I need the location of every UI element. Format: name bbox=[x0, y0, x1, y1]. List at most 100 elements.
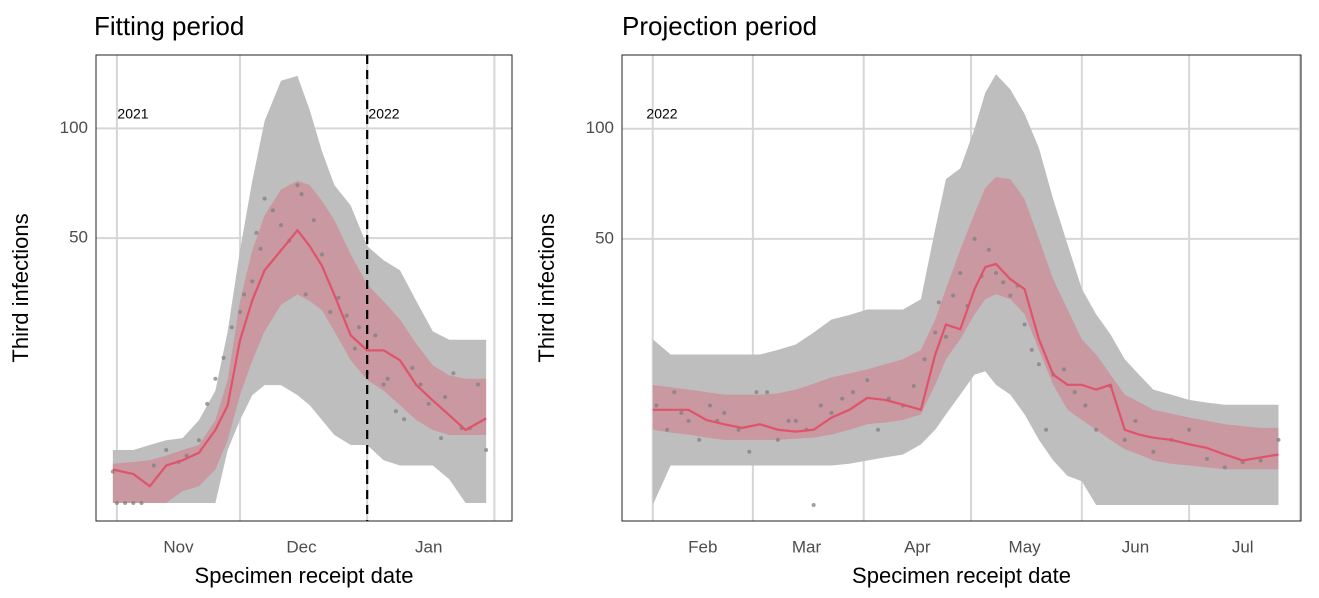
data-point bbox=[1276, 437, 1281, 442]
data-point bbox=[775, 437, 780, 442]
data-point bbox=[654, 403, 659, 408]
y-tick-label: 50 bbox=[595, 228, 614, 247]
mean-line bbox=[652, 262, 1279, 462]
data-point bbox=[994, 271, 999, 276]
x-axis-label: Specimen receipt date bbox=[195, 563, 414, 588]
data-point bbox=[697, 437, 702, 442]
x-tick-label: Jul bbox=[1232, 537, 1254, 556]
data-point bbox=[221, 355, 226, 360]
x-tick-label: May bbox=[1009, 537, 1042, 556]
x-tick-label: Apr bbox=[904, 537, 931, 556]
data-point bbox=[373, 333, 378, 338]
data-point bbox=[679, 410, 684, 415]
data-point bbox=[754, 390, 759, 395]
data-point bbox=[164, 448, 169, 453]
x-tick-label: Feb bbox=[688, 537, 717, 556]
data-point bbox=[707, 403, 712, 408]
data-point bbox=[250, 279, 255, 284]
data-point bbox=[320, 252, 325, 257]
data-point bbox=[1029, 347, 1034, 352]
data-point bbox=[840, 396, 845, 401]
data-point bbox=[311, 218, 316, 223]
data-point bbox=[475, 382, 480, 387]
data-point bbox=[911, 384, 916, 389]
data-point bbox=[1044, 427, 1049, 432]
data-point bbox=[393, 409, 398, 414]
x-tick-label: Dec bbox=[286, 537, 317, 556]
data-point bbox=[943, 334, 948, 339]
y-tick-label: 100 bbox=[60, 118, 88, 137]
data-point bbox=[205, 401, 210, 406]
data-point bbox=[986, 247, 991, 252]
data-point bbox=[1008, 293, 1013, 298]
data-point bbox=[303, 292, 308, 297]
data-point bbox=[722, 410, 727, 415]
y-axis-label: Third infections bbox=[534, 213, 559, 362]
data-point bbox=[1133, 418, 1138, 423]
data-point bbox=[818, 403, 823, 408]
y-tick-label: 50 bbox=[69, 228, 88, 247]
interval-band bbox=[112, 75, 487, 504]
data-point bbox=[1083, 403, 1088, 408]
data-point bbox=[254, 230, 259, 235]
interval-band bbox=[652, 74, 1279, 505]
data-point bbox=[426, 401, 431, 406]
chart-title: Projection period bbox=[622, 11, 817, 41]
data-point bbox=[123, 501, 128, 505]
data-point bbox=[299, 192, 304, 197]
data-point bbox=[139, 501, 144, 505]
data-point bbox=[402, 417, 407, 422]
x-tick-label: Nov bbox=[163, 537, 194, 556]
data-point bbox=[410, 365, 415, 370]
data-point bbox=[443, 395, 448, 400]
data-point bbox=[922, 357, 927, 362]
data-point bbox=[451, 371, 456, 376]
data-point bbox=[747, 449, 752, 454]
mean-line bbox=[112, 228, 487, 488]
data-point bbox=[1061, 367, 1066, 372]
data-point bbox=[1222, 465, 1227, 470]
x-axis-label: Specimen receipt date bbox=[852, 563, 1071, 588]
year-annotation: 2022 bbox=[368, 106, 399, 122]
data-point bbox=[876, 427, 881, 432]
data-point bbox=[439, 436, 444, 441]
x-tick-label: Jun bbox=[1122, 537, 1149, 556]
data-point bbox=[151, 463, 156, 468]
panel-border bbox=[95, 54, 513, 522]
data-point bbox=[1094, 427, 1099, 432]
y-axis-label: Third infections bbox=[8, 213, 33, 362]
data-point bbox=[352, 346, 357, 351]
year-annotation: 2022 bbox=[646, 106, 677, 122]
data-point bbox=[381, 382, 386, 387]
x-tick-label: Jan bbox=[415, 537, 442, 556]
data-point bbox=[972, 236, 977, 241]
data-point bbox=[1204, 456, 1209, 461]
data-point bbox=[1151, 449, 1156, 454]
data-point bbox=[765, 390, 770, 395]
data-point bbox=[270, 208, 275, 213]
data-point bbox=[736, 427, 741, 432]
data-point bbox=[356, 325, 361, 330]
data-point bbox=[242, 292, 247, 297]
data-point bbox=[1258, 458, 1263, 463]
data-point bbox=[336, 295, 341, 300]
data-point bbox=[196, 438, 201, 443]
year-annotation: 2021 bbox=[117, 106, 148, 122]
data-point bbox=[238, 309, 242, 314]
data-point bbox=[672, 390, 677, 395]
data-point bbox=[344, 313, 349, 318]
data-point bbox=[1122, 437, 1127, 442]
data-point bbox=[1187, 427, 1192, 432]
interval-band bbox=[652, 176, 1279, 470]
data-point bbox=[418, 382, 423, 387]
data-point bbox=[793, 418, 798, 423]
data-point bbox=[1001, 280, 1006, 285]
data-point bbox=[829, 410, 834, 415]
data-point bbox=[295, 183, 300, 188]
data-point bbox=[328, 309, 333, 314]
data-point bbox=[958, 271, 963, 276]
data-point bbox=[1072, 390, 1077, 395]
data-point bbox=[279, 223, 284, 228]
data-point bbox=[213, 376, 218, 381]
